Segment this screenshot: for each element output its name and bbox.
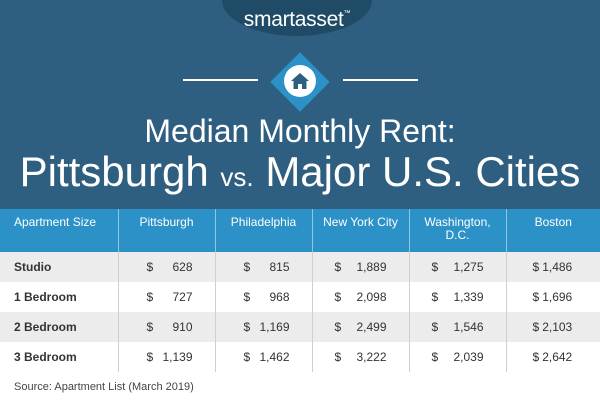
table-cell: $910 xyxy=(117,312,215,342)
row-label: 2 Bedroom xyxy=(0,312,118,342)
table-cell: $1,889 xyxy=(311,252,409,282)
column-header: Boston xyxy=(505,209,600,252)
currency-symbol: $ xyxy=(431,260,439,274)
divider-right xyxy=(343,79,418,81)
table-cell: $1,139 xyxy=(117,342,215,372)
rent-value: 628 xyxy=(172,260,193,274)
table-cell: $968 xyxy=(214,282,312,312)
column-header: Washington, D.C. xyxy=(408,209,506,252)
rent-value: 2,103 xyxy=(542,320,573,334)
currency-symbol: $ xyxy=(243,350,251,364)
rent-value: 1,339 xyxy=(453,290,484,304)
currency-symbol: $ xyxy=(243,260,251,274)
rent-value: 1,139 xyxy=(162,350,193,364)
rent-value: 2,642 xyxy=(542,350,573,364)
currency-symbol: $ xyxy=(146,350,154,364)
rent-value: 1,696 xyxy=(542,290,573,304)
currency-symbol: $ xyxy=(243,320,251,334)
header-banner: smartasset™ Median Monthly Rent: Pittsbu… xyxy=(0,0,600,209)
rent-value: 1,889 xyxy=(356,260,387,274)
table-cell: $1,462 xyxy=(214,342,312,372)
table-cell: $1,169 xyxy=(214,312,312,342)
rent-value: 2,098 xyxy=(356,290,387,304)
table-cell: $3,222 xyxy=(311,342,409,372)
table-cell: $1,339 xyxy=(408,282,506,312)
table-cell: $727 xyxy=(117,282,215,312)
source-note: Source: Apartment List (March 2019) xyxy=(14,381,194,393)
table-row: 2 Bedroom $910 $1,169 $2,499 $1,546 $2,1… xyxy=(0,312,600,342)
brand-name: smartasset xyxy=(243,8,344,31)
table-row: 1 Bedroom $727 $968 $2,098 $1,339 $1,696 xyxy=(0,282,600,312)
title-line-2: Pittsburgh vs. Major U.S. Cities xyxy=(0,148,600,196)
currency-symbol: $ xyxy=(146,290,154,304)
icon-circle xyxy=(284,65,316,97)
row-label: 3 Bedroom xyxy=(0,342,118,372)
rent-value: 1,546 xyxy=(453,320,484,334)
title-rest: Major U.S. Cities xyxy=(265,148,581,195)
table-header-row: Apartment Size Pittsburgh Philadelphia N… xyxy=(0,209,600,252)
currency-symbol: $ xyxy=(334,320,342,334)
table-cell: $815 xyxy=(214,252,312,282)
currency-symbol: $ xyxy=(431,350,439,364)
rent-value: 1,486 xyxy=(542,260,573,274)
currency-symbol: $ xyxy=(431,320,439,334)
row-label: 1 Bedroom xyxy=(0,282,118,312)
currency-symbol: $ xyxy=(532,320,540,334)
column-header: Pittsburgh xyxy=(117,209,215,252)
table-row: Studio $628 $815 $1,889 $1,275 $1,486 xyxy=(0,252,600,282)
rent-value: 1,169 xyxy=(259,320,290,334)
currency-symbol: $ xyxy=(146,260,154,274)
currency-symbol: $ xyxy=(532,290,540,304)
column-header: New York City xyxy=(311,209,409,252)
currency-symbol: $ xyxy=(431,290,439,304)
table-cell: $1,696 xyxy=(505,282,600,312)
row-label: Studio xyxy=(0,252,118,282)
table-cell: $2,642 xyxy=(505,342,600,372)
title-city: Pittsburgh xyxy=(19,148,209,195)
table-cell: $2,039 xyxy=(408,342,506,372)
rent-table: Apartment Size Pittsburgh Philadelphia N… xyxy=(0,209,600,372)
table-cell: $2,103 xyxy=(505,312,600,342)
rent-value: 2,499 xyxy=(356,320,387,334)
currency-symbol: $ xyxy=(243,290,251,304)
rent-value: 1,462 xyxy=(259,350,290,364)
table-cell: $1,546 xyxy=(408,312,506,342)
rent-value: 968 xyxy=(269,290,290,304)
home-icon xyxy=(291,73,309,89)
column-header: Apartment Size xyxy=(0,209,118,252)
currency-symbol: $ xyxy=(334,260,342,274)
currency-symbol: $ xyxy=(146,320,154,334)
table-cell: $628 xyxy=(117,252,215,282)
table-cell: $1,486 xyxy=(505,252,600,282)
brand-logo: smartasset™ xyxy=(222,8,372,32)
column-header: Philadelphia xyxy=(214,209,312,252)
table-cell: $2,098 xyxy=(311,282,409,312)
rent-value: 1,275 xyxy=(453,260,484,274)
rent-value: 3,222 xyxy=(356,350,387,364)
currency-symbol: $ xyxy=(334,350,342,364)
currency-symbol: $ xyxy=(532,350,540,364)
table-cell: $2,499 xyxy=(311,312,409,342)
rent-value: 910 xyxy=(172,320,193,334)
divider-left xyxy=(183,79,258,81)
table-row: 3 Bedroom $1,139 $1,462 $3,222 $2,039 $2… xyxy=(0,342,600,372)
title-vs: vs. xyxy=(220,162,254,192)
brand-trademark: ™ xyxy=(343,10,351,17)
currency-symbol: $ xyxy=(334,290,342,304)
title-line-1: Median Monthly Rent: xyxy=(144,113,456,149)
rent-value: 727 xyxy=(172,290,193,304)
rent-value: 815 xyxy=(269,260,290,274)
currency-symbol: $ xyxy=(532,260,540,274)
rent-value: 2,039 xyxy=(453,350,484,364)
table-cell: $1,275 xyxy=(408,252,506,282)
